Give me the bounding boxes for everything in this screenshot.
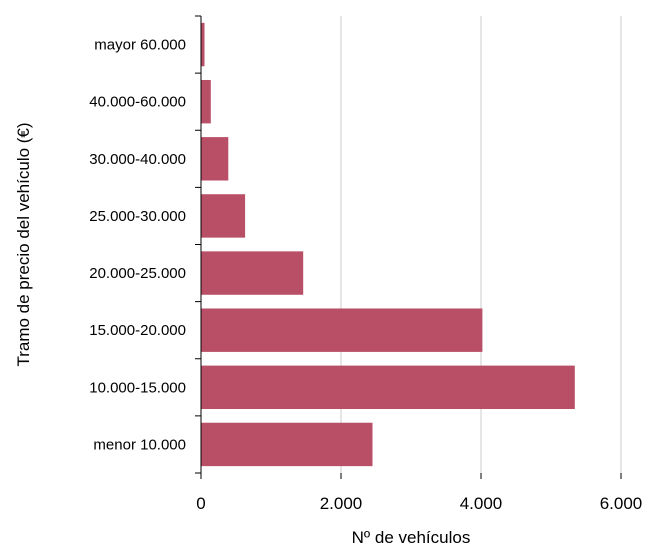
category-label-7: mayor 60.000 bbox=[94, 37, 186, 54]
category-label-0: menor 10.000 bbox=[93, 436, 186, 453]
category-label-5: 30.000-40.000 bbox=[89, 151, 186, 168]
bar-2 bbox=[201, 308, 483, 352]
x-axis-ticks bbox=[200, 473, 622, 479]
bars bbox=[201, 22, 575, 467]
category-label-6: 40.000-60.000 bbox=[89, 94, 186, 111]
category-label-2: 15.000-20.000 bbox=[89, 322, 186, 339]
bar-5 bbox=[201, 137, 229, 181]
category-labels: menor 10.000 10.000-15.000 15.000-20.000 20… bbox=[89, 37, 186, 454]
category-label-1: 10.000-15.000 bbox=[89, 379, 186, 396]
category-label-4: 25.000-30.000 bbox=[89, 208, 186, 225]
bar-4 bbox=[201, 194, 246, 238]
x-tick-label-1: 2.000 bbox=[320, 494, 363, 513]
bar-7 bbox=[201, 22, 205, 67]
bar-3 bbox=[201, 251, 304, 295]
x-tick-label-2: 4.000 bbox=[460, 494, 503, 513]
x-tick-label-3: 6.000 bbox=[600, 494, 643, 513]
y-axis-ticks bbox=[195, 15, 201, 474]
y-axis-title: Tramo de precio del vehículo (€) bbox=[14, 122, 33, 366]
category-label-3: 20.000-25.000 bbox=[89, 265, 186, 282]
x-tick-label-0: 0 bbox=[196, 494, 205, 513]
x-axis-title: Nº de vehículos bbox=[352, 528, 471, 547]
bar-1 bbox=[201, 365, 575, 410]
bar-6 bbox=[201, 79, 211, 124]
x-tick-labels: 0 2.000 4.000 6.000 bbox=[196, 494, 642, 513]
bar-0 bbox=[201, 422, 373, 467]
